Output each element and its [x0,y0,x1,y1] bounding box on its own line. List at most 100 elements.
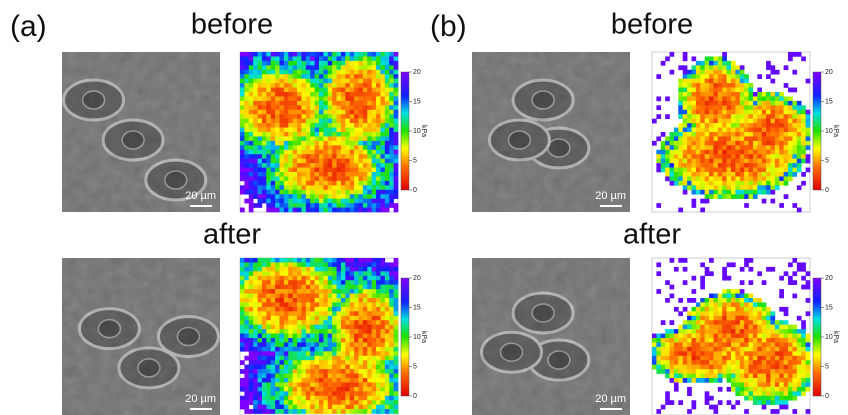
map-pixel [306,101,311,106]
colorbar-tick-label: 0 [413,187,417,194]
map-pixel [367,145,372,150]
map-pixel [354,65,359,70]
map-pixel [749,190,754,195]
map-pixel [258,396,263,401]
colorbar-tick-label: 5 [413,363,417,370]
map-pixel [332,141,337,146]
map-pixel [249,400,254,405]
map-pixel [727,360,732,365]
map-pixel [258,387,263,392]
map-pixel [306,199,311,204]
nucleus [83,91,105,109]
map-pixel [341,128,346,133]
map-pixel [258,150,263,155]
map-pixel [266,136,271,141]
map-pixel [258,316,263,321]
map-pixel [718,387,723,392]
map-pixel [713,316,718,321]
map-pixel [275,276,280,281]
map-pixel [762,302,767,307]
map-pixel [337,101,342,106]
map-pixel [735,110,740,115]
map-pixel [293,360,298,365]
map-pixel [797,105,802,110]
map-pixel [788,391,793,396]
map-pixel [718,163,723,168]
map-pixel [665,141,670,146]
map-pixel [376,176,381,181]
map-pixel [301,110,306,115]
map-pixel [253,382,258,387]
map-pixel [271,101,276,106]
map-pixel [301,271,306,276]
map-pixel [323,74,328,79]
map-pixel [718,356,723,361]
map-pixel [271,342,276,347]
map-pixel [244,141,249,146]
map-pixel [709,92,714,97]
map-pixel [350,194,355,199]
map-pixel [788,114,793,119]
map-pixel [700,329,705,334]
map-pixel [275,262,280,267]
map-pixel [249,360,254,365]
map-pixel [744,311,749,316]
map-pixel [271,311,276,316]
map-pixel [762,92,767,97]
map-pixel [350,119,355,124]
map-pixel [253,70,258,75]
map-pixel [779,307,784,312]
map-pixel [354,119,359,124]
map-pixel [284,123,289,128]
map-pixel [350,262,355,267]
map-pixel [661,154,666,159]
map-pixel [323,203,328,208]
map-pixel [350,159,355,164]
map-pixel [713,92,718,97]
map-pixel [323,96,328,101]
map-pixel [363,181,368,186]
map-pixel [766,172,771,177]
map-pixel [288,396,293,401]
map-pixel [271,114,276,119]
map-pixel [354,101,359,106]
map-pixel [350,334,355,339]
map-pixel [753,181,758,186]
map-pixel [722,123,727,128]
map-pixel [328,70,333,75]
map-pixel [266,176,271,181]
map-pixel [280,302,285,307]
map-pixel [332,105,337,110]
map-pixel [288,267,293,272]
map-pixel [753,378,758,383]
map-pixel [249,356,254,361]
map-pixel [762,280,767,285]
map-pixel [700,168,705,173]
map-pixel [678,105,683,110]
map-pixel [337,360,342,365]
map-pixel [363,145,368,150]
map-pixel [359,96,364,101]
map-pixel [753,176,758,181]
map-pixel [341,316,346,321]
map-pixel [735,83,740,88]
map-pixel [328,325,333,330]
map-pixel [762,185,767,190]
map-pixel [271,262,276,267]
map-pixel [275,88,280,93]
map-pixel [380,374,385,379]
map-pixel [722,316,727,321]
map-pixel [280,92,285,97]
map-pixel [376,141,381,146]
map-pixel [275,150,280,155]
map-pixel [735,96,740,101]
map-pixel [363,79,368,84]
map-pixel [240,154,245,159]
map-pixel [665,154,670,159]
map-pixel [683,267,688,272]
map-pixel [792,325,797,330]
map-pixel [367,52,372,57]
map-pixel [341,329,346,334]
map-pixel [271,61,276,66]
map-pixel [709,190,714,195]
